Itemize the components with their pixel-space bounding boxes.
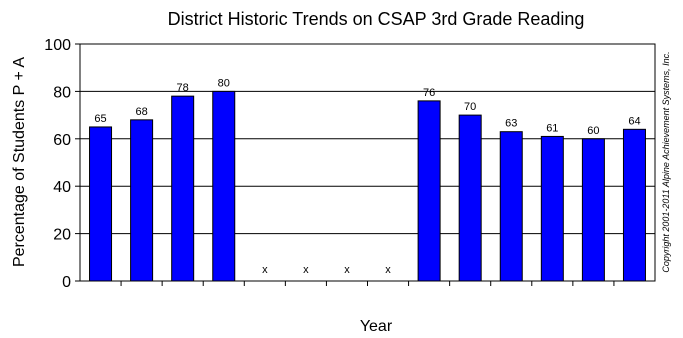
y-tick-label: 100: [44, 37, 71, 54]
bar-value-label: 60: [587, 125, 599, 137]
missing-marker: x: [385, 264, 391, 276]
y-tick-label: 80: [53, 84, 71, 101]
bar: [212, 90, 236, 282]
bar: [171, 95, 195, 282]
bar-value-label: 64: [628, 115, 640, 127]
bar-value-label: 61: [546, 122, 558, 134]
bar-value-label: 68: [135, 106, 147, 118]
bar: [130, 119, 154, 282]
bar: [417, 100, 441, 282]
y-ticks: 0 20 40 60 80 100: [44, 37, 80, 291]
missing-marker: x: [303, 264, 309, 276]
bars: [89, 90, 646, 282]
missing-marker: x: [344, 264, 350, 276]
bar-value-label: 65: [94, 113, 106, 125]
y-tick-label: 60: [53, 132, 71, 149]
bar-value-label: 70: [464, 101, 476, 113]
missing-marker: x: [262, 264, 268, 276]
chart-title: District Historic Trends on CSAP 3rd Gra…: [168, 9, 585, 29]
y-axis-label: Percentage of Students P + A: [11, 57, 28, 267]
bar: [622, 128, 646, 282]
bar-value-label: 76: [423, 87, 435, 99]
y-tick-label: 40: [53, 179, 71, 196]
y-tick-label: 20: [53, 227, 71, 244]
bar: [581, 138, 605, 282]
x-axis-label: Year: [360, 318, 393, 335]
data-labels: 65 68 78 80 x x x x 76 70 63 61 60 64: [94, 77, 640, 276]
gridlines: [80, 90, 655, 235]
bar: [89, 126, 113, 282]
bar-value-label: 80: [218, 77, 230, 89]
bar: [458, 114, 482, 282]
y-tick-label: 0: [62, 274, 71, 291]
bar: [540, 135, 564, 282]
x-ticks: [120, 281, 615, 286]
plot-area: [79, 43, 656, 282]
bar: [499, 131, 523, 282]
bar-value-label: 63: [505, 118, 517, 130]
bar-value-label: 78: [177, 82, 189, 94]
copyright-note: Copyright 2001-2011 Alpine Achievement S…: [661, 51, 671, 272]
